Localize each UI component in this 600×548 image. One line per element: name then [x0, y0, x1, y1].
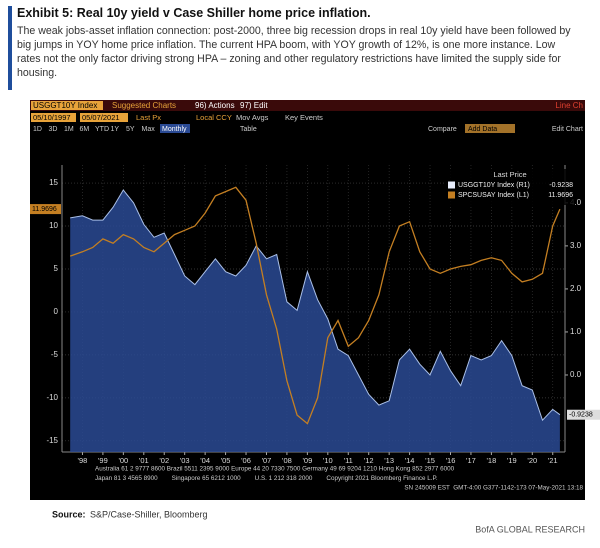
x-tick-label: '01: [139, 456, 149, 465]
y-tick-label: -5: [51, 350, 59, 359]
y-tick-label: -10: [46, 393, 58, 402]
last-value-box: [30, 204, 61, 215]
period[interactable]: 1M: [64, 126, 74, 133]
line: [69, 186, 561, 425]
start-date[interactable]: 05/10/1997: [33, 113, 71, 122]
y2-tick-label: 2.0: [570, 284, 582, 293]
period[interactable]: 5Y: [126, 126, 135, 133]
x-tick-label: '14: [405, 456, 415, 465]
x-tick-label: '15: [425, 456, 435, 465]
legend-swatch: [448, 191, 455, 199]
px[interactable]: Last Px: [136, 113, 161, 122]
footer-line: Australia 61 2 9777 8600 Brazil 5511 239…: [95, 466, 455, 473]
period[interactable]: YTD: [95, 126, 109, 133]
period[interactable]: 1D: [33, 126, 42, 133]
x-tick-label: '16: [446, 456, 456, 465]
actions[interactable]: 96) Actions: [195, 101, 235, 110]
period[interactable]: 6M: [80, 126, 90, 133]
source-label: Source:: [52, 509, 86, 519]
area: [70, 190, 560, 452]
x-tick-label: '02: [159, 456, 169, 465]
mov-avgs[interactable]: Mov Avgs: [236, 113, 269, 122]
last-value-box: [567, 409, 600, 420]
y-tick-label: 0: [54, 307, 59, 316]
compare[interactable]: Compare: [428, 126, 457, 133]
x-tick-label: '11: [344, 456, 353, 465]
legend-box: [445, 169, 575, 205]
title: Exhibit 5: Real 10y yield v Case Shiller…: [17, 6, 371, 20]
ticker-box: [31, 101, 103, 110]
last-value: -0.9238: [569, 412, 593, 419]
x-tick-label: '03: [180, 456, 190, 465]
period[interactable]: 3D: [49, 126, 58, 133]
accent-bar: [8, 6, 12, 90]
y2-tick-label: 0.0: [570, 370, 582, 379]
source-text: S&P/Case-Shiller, Bloomberg: [90, 509, 208, 519]
x-tick-label: '18: [486, 456, 496, 465]
legend-value: 11.9696: [548, 192, 573, 199]
ccy[interactable]: Local CCY: [196, 113, 232, 122]
date-box: [31, 113, 76, 122]
x-tick-label: '00: [118, 456, 128, 465]
add-data-box: [465, 124, 515, 133]
area-edge: [70, 189, 561, 422]
x-tick-label: '17: [466, 456, 476, 465]
y2-tick-label: 3.0: [570, 241, 582, 250]
legend-value: -0.9238: [549, 182, 573, 189]
footer-line: Japan 81 3 4565 8900 Singapore 65 6212 1…: [95, 475, 438, 482]
toolbar-row: [30, 100, 585, 111]
add-data[interactable]: Add Data: [468, 126, 497, 133]
period[interactable]: 1Y: [111, 126, 120, 133]
footer-line: SN 245009 EST GMT-4:00 G377-1142-173 07-…: [404, 485, 583, 492]
freq-box: [160, 124, 190, 133]
brand: BofA GLOBAL RESEARCH: [475, 524, 585, 534]
subtitle: The weak jobs-asset inflation connection…: [17, 25, 571, 79]
date-box: [80, 113, 128, 122]
legend-title: Last Price: [493, 170, 526, 179]
legend-swatch: [448, 181, 455, 189]
x-tick-label: '98: [78, 456, 88, 465]
x-tick-label: '99: [98, 456, 108, 465]
y-tick-label: 5: [54, 264, 59, 273]
x-tick-label: '12: [364, 456, 374, 465]
chart-type: Line Ch: [555, 101, 583, 110]
y2-tick-label: 1.0: [570, 327, 582, 336]
table[interactable]: Table: [240, 126, 257, 133]
x-tick-label: '20: [527, 456, 537, 465]
x-tick-label: '07: [262, 456, 272, 465]
legend-label: USGGT10Y Index (R1): [458, 182, 530, 189]
x-tick-label: '10: [323, 456, 333, 465]
frequency[interactable]: Monthly: [162, 126, 187, 133]
x-tick-label: '19: [507, 456, 517, 465]
x-tick-label: '08: [282, 456, 292, 465]
y-tick-label: 15: [49, 178, 58, 187]
x-tick-label: '21: [548, 456, 558, 465]
period[interactable]: Max: [142, 126, 156, 133]
key-events[interactable]: Key Events: [285, 113, 323, 122]
ticker[interactable]: USGGT10Y Index: [33, 101, 97, 110]
end-date[interactable]: 05/07/2021: [82, 113, 120, 122]
y-tick-label: -15: [46, 436, 58, 445]
y2-tick-label: 4.0: [570, 198, 582, 207]
last-value: 11.9696: [32, 206, 57, 213]
x-tick-label: '04: [200, 456, 210, 465]
x-tick-label: '06: [241, 456, 251, 465]
edit-chart[interactable]: Edit Chart: [552, 126, 583, 133]
suggested[interactable]: Suggested Charts: [112, 101, 176, 110]
edit[interactable]: 97) Edit: [240, 101, 268, 110]
y-tick-label: 10: [49, 221, 58, 230]
x-tick-label: '05: [221, 456, 231, 465]
x-tick-label: '13: [384, 456, 394, 465]
x-tick-label: '09: [302, 456, 312, 465]
legend-label: SPCSUSAY Index (L1): [458, 192, 529, 199]
